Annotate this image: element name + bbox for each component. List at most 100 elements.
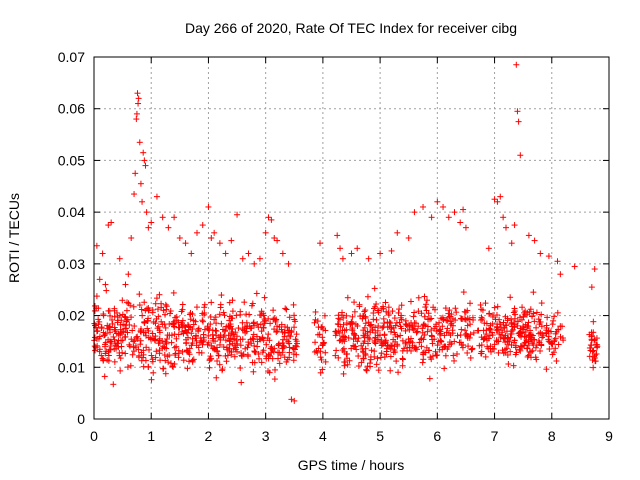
data-point xyxy=(268,216,275,223)
data-point xyxy=(362,320,369,327)
data-point xyxy=(271,376,278,383)
data-point xyxy=(288,329,295,336)
data-point xyxy=(141,299,148,306)
data-point xyxy=(434,342,441,349)
data-point xyxy=(160,365,167,372)
data-point xyxy=(122,350,129,357)
data-point xyxy=(462,224,469,231)
data-point xyxy=(138,306,145,313)
data-point xyxy=(358,342,365,349)
data-point xyxy=(212,346,219,353)
data-point xyxy=(261,320,268,327)
data-point xyxy=(234,211,241,218)
data-point xyxy=(109,320,116,327)
data-point xyxy=(137,341,144,348)
data-point xyxy=(439,314,446,321)
data-point xyxy=(312,316,319,323)
data-point xyxy=(414,328,421,335)
data-point xyxy=(175,319,182,326)
data-point xyxy=(590,353,597,360)
data-point xyxy=(387,320,394,327)
data-point xyxy=(557,271,564,278)
data-point xyxy=(381,320,388,327)
data-point xyxy=(515,118,522,125)
data-point xyxy=(537,347,544,354)
data-point xyxy=(339,255,346,262)
data-point xyxy=(163,339,170,346)
data-point xyxy=(118,317,125,324)
data-point xyxy=(238,379,245,386)
data-point xyxy=(107,312,114,319)
data-point xyxy=(180,330,187,337)
data-point xyxy=(395,309,402,316)
data-point xyxy=(352,343,359,350)
data-point xyxy=(276,360,283,367)
data-point xyxy=(285,338,292,345)
data-point xyxy=(592,358,599,365)
data-point xyxy=(396,306,403,313)
data-point xyxy=(480,336,487,343)
data-point xyxy=(517,152,524,159)
data-point xyxy=(454,332,461,339)
data-point xyxy=(510,320,517,327)
data-point xyxy=(342,359,349,366)
data-point xyxy=(340,321,347,328)
data-point xyxy=(231,353,238,360)
data-point xyxy=(219,366,226,373)
data-point xyxy=(159,338,166,345)
data-point xyxy=(334,232,341,239)
data-point xyxy=(491,196,498,203)
data-point xyxy=(95,316,102,323)
data-point xyxy=(144,325,151,332)
data-point xyxy=(545,253,552,260)
data-point xyxy=(486,326,493,333)
data-point xyxy=(507,348,514,355)
data-point xyxy=(373,316,380,323)
x-tick-label: 0 xyxy=(90,428,98,444)
data-point xyxy=(145,307,152,314)
data-point xyxy=(452,305,459,312)
data-point xyxy=(505,361,512,368)
data-point xyxy=(185,321,192,328)
data-point xyxy=(434,198,441,205)
data-point xyxy=(589,357,596,364)
y-tick-label: 0.02 xyxy=(58,308,85,324)
data-point xyxy=(378,350,385,357)
data-point xyxy=(213,320,220,327)
data-point xyxy=(208,299,215,306)
data-point xyxy=(193,342,200,349)
data-point xyxy=(162,301,169,308)
data-point xyxy=(469,314,476,321)
data-point xyxy=(428,214,435,221)
data-point xyxy=(433,328,440,335)
data-point xyxy=(387,353,394,360)
data-point xyxy=(351,308,358,315)
data-point xyxy=(457,219,464,226)
data-point xyxy=(265,331,272,338)
data-point xyxy=(265,214,272,221)
data-point xyxy=(419,325,426,332)
data-point xyxy=(550,317,557,324)
data-point xyxy=(241,299,248,306)
data-point xyxy=(204,341,211,348)
data-point xyxy=(156,291,163,298)
data-point xyxy=(489,313,496,320)
data-point xyxy=(371,348,378,355)
data-point xyxy=(493,337,500,344)
data-point xyxy=(525,323,532,330)
data-point xyxy=(415,294,422,301)
data-point xyxy=(368,347,375,354)
data-point xyxy=(419,329,426,336)
data-point xyxy=(348,250,355,257)
data-point xyxy=(428,332,435,339)
data-point xyxy=(495,349,502,356)
data-point xyxy=(426,375,433,382)
data-point xyxy=(318,356,325,363)
data-point xyxy=(252,349,259,356)
data-point xyxy=(226,345,233,352)
data-point xyxy=(444,325,451,332)
data-point xyxy=(522,339,529,346)
data-point xyxy=(511,315,518,322)
data-point xyxy=(237,336,244,343)
